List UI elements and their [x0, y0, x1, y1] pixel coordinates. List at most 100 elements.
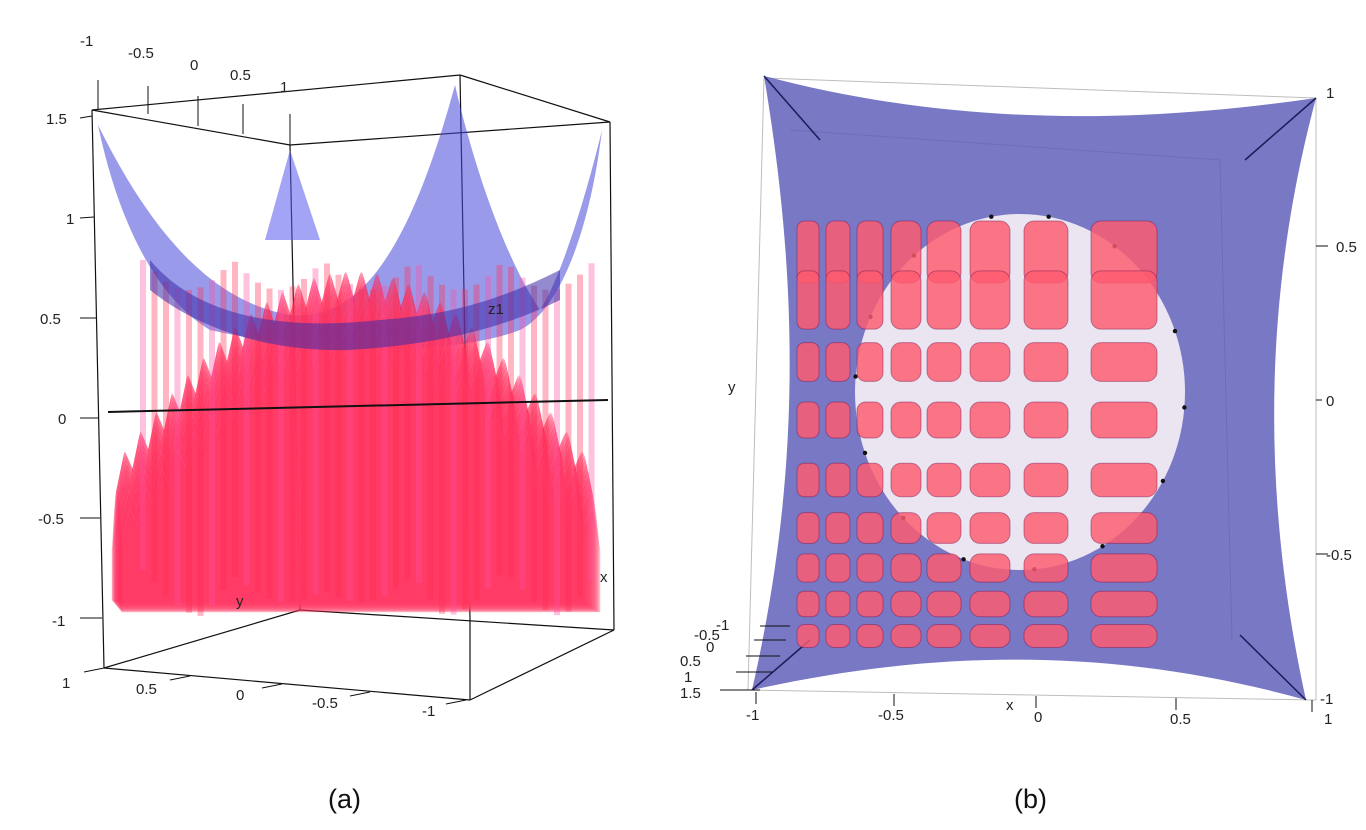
red-blob [1023, 624, 1069, 648]
bottom-ticks-b: -1 -0.5 0 0.5 1 [746, 692, 1332, 728]
red-blob [1023, 512, 1069, 544]
left-stack-ticks-b: -1 -0.5 0 0.5 1 1.5 [680, 617, 790, 702]
red-wave-sheet [119, 290, 596, 610]
z-tick: -1 [52, 613, 65, 630]
red-blob [969, 624, 1011, 648]
red-wave-strand [312, 268, 319, 595]
panel-a-caption: (a) [328, 784, 361, 814]
red-blob [796, 624, 820, 648]
red-wave-strand [531, 285, 537, 602]
red-blob [890, 401, 922, 439]
boundary-point [853, 374, 858, 379]
red-blob [926, 342, 962, 382]
red-wave-strand [485, 276, 491, 588]
red-wave-strand [197, 287, 204, 616]
red-blob [926, 553, 962, 583]
stack-tick: 1 [684, 669, 692, 686]
red-wave-sheet [114, 290, 586, 604]
red-wave-strand [542, 289, 549, 611]
bottom-tick: 0.5 [1170, 711, 1191, 728]
x-axis-label: x [600, 569, 608, 586]
y-tick: 0 [236, 687, 244, 704]
red-wave-sheet [113, 305, 584, 603]
blue-cusp-a [265, 150, 320, 240]
red-wave-sheet [116, 271, 590, 607]
red-blob [926, 512, 962, 544]
red-wave-strand [588, 263, 595, 581]
red-wave-strand [370, 289, 376, 601]
bottom-tick: 0 [1034, 709, 1042, 726]
boundary-point [1160, 478, 1166, 484]
x-tick: 0 [190, 57, 198, 74]
x-tick: 1 [280, 79, 288, 96]
red-blob [1090, 512, 1158, 544]
red-wave-strand [324, 263, 330, 592]
red-wave-strand [554, 288, 560, 616]
right-tick: -1 [1320, 691, 1333, 708]
red-blob [825, 270, 851, 330]
red-blob [890, 270, 922, 330]
z-tick: 0 [58, 411, 66, 428]
right-tick: -0.5 [1326, 547, 1352, 564]
red-blob [796, 553, 820, 583]
red-blob [796, 401, 820, 439]
red-blob [926, 624, 962, 648]
red-blob [890, 553, 922, 583]
red-blob [1023, 462, 1069, 498]
bottom-y-ticks-a: 1 0.5 0 -0.5 -1 [62, 667, 467, 720]
red-blob [1023, 590, 1069, 618]
red-blob [890, 462, 922, 498]
stack-tick: -1 [716, 617, 729, 634]
red-blob [825, 553, 851, 583]
red-blob [1090, 624, 1158, 648]
red-blob [1090, 342, 1158, 382]
stack-tick: -0.5 [694, 627, 720, 644]
stack-tick: 0 [706, 639, 714, 656]
red-wave-sheet [115, 272, 589, 606]
right-tick: 0 [1326, 393, 1334, 410]
red-wave-strand [278, 289, 284, 602]
x-tick: 0.5 [230, 67, 251, 84]
red-blob [1090, 553, 1158, 583]
red-wave-strand [301, 278, 307, 600]
red-wave-strand [174, 287, 181, 606]
red-blob [890, 512, 922, 544]
red-wave-strand [393, 277, 399, 589]
red-wave-sheet [117, 272, 592, 608]
right-tick: 0.5 [1336, 239, 1357, 256]
y-axis-label-b: y [728, 379, 736, 396]
red-wave-sheet [118, 284, 595, 609]
boundary-point [961, 557, 966, 562]
red-blob [1023, 553, 1069, 583]
stack-tick: 0.5 [680, 653, 701, 670]
red-blob [856, 462, 884, 498]
red-wave-strand [439, 284, 445, 614]
x-tick: -1 [80, 33, 93, 50]
bottom-tick: 1 [1324, 711, 1332, 728]
red-wave-strand [163, 281, 169, 596]
red-blob [856, 512, 884, 544]
red-wave-sheet [120, 305, 598, 611]
red-wave-sheet [117, 275, 593, 608]
panel-a: 1.5 1 0.5 0 -0.5 -1 -1 -0.5 0 0.5 1 [38, 33, 615, 814]
red-blob [969, 462, 1011, 498]
boundary-point [1046, 214, 1051, 219]
z-ticks-a: 1.5 1 0.5 0 -0.5 -1 [38, 111, 102, 630]
red-wave-strand [427, 276, 434, 600]
red-blob [796, 590, 820, 618]
red-blob [890, 590, 922, 618]
red-blob [1090, 590, 1158, 618]
red-blob [796, 512, 820, 544]
red-wave-strand [508, 266, 514, 578]
red-blob [856, 553, 884, 583]
boundary-point [989, 214, 994, 219]
red-wave-strand [289, 286, 296, 602]
red-blob [890, 624, 922, 648]
red-blob [1023, 342, 1069, 382]
x-tick: -0.5 [128, 45, 154, 62]
boundary-point [862, 450, 868, 456]
red-blob [796, 462, 820, 498]
red-wave-strand [519, 277, 526, 590]
red-blob [825, 624, 851, 648]
red-blob [1023, 270, 1069, 330]
